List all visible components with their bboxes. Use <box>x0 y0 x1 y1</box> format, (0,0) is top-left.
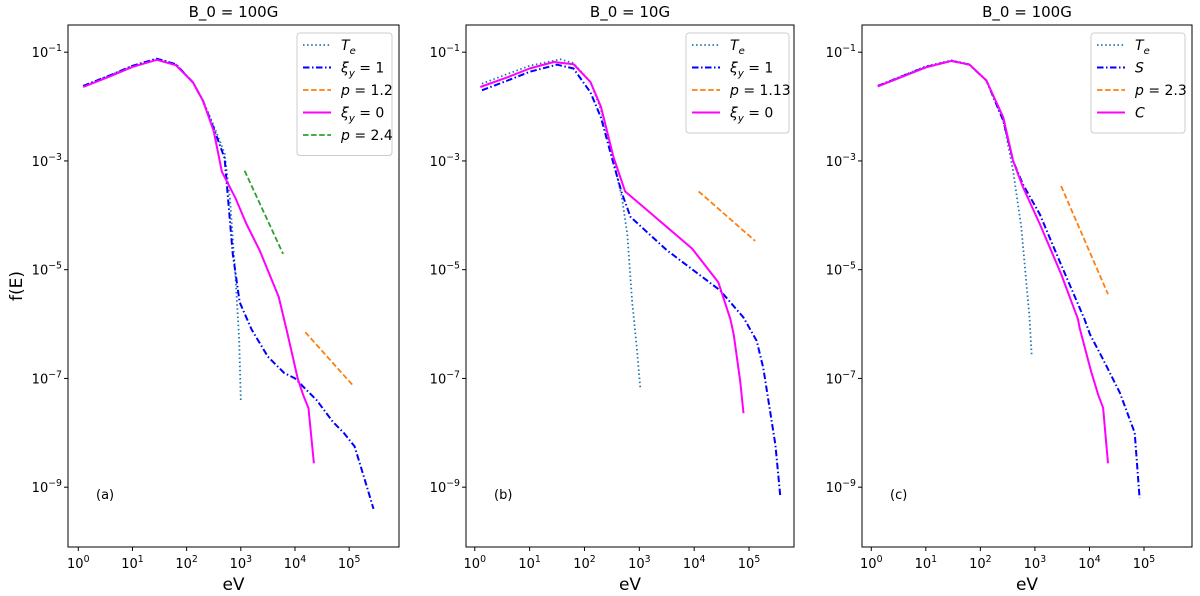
panel-label: (b) <box>494 488 512 503</box>
x-tick-label: 102 <box>969 554 992 572</box>
legend: Te ξy = 1 p = 1.13 ξy = 0 <box>685 32 791 134</box>
y-tick-label: 10−9 <box>430 478 460 496</box>
y-tick-label: 10−3 <box>826 152 856 170</box>
legend-label: p = 2.4 <box>340 128 393 144</box>
subplot-title: B_0 = 100G <box>189 3 279 22</box>
plot-area <box>479 58 782 497</box>
series-line-2 <box>304 331 354 387</box>
axes-frame <box>67 24 400 548</box>
x-tick-label: 100 <box>860 554 883 572</box>
x-tick-label: 105 <box>1133 554 1156 572</box>
series-line-2 <box>698 190 756 242</box>
x-tick-label: 100 <box>67 554 90 572</box>
series-line-1 <box>82 57 375 510</box>
y-tick-label: 10−1 <box>826 43 856 61</box>
subplot-c: B_0 = 100G 100 101 102 103 104 105 10−1 10−3 10−5… <box>826 3 1193 595</box>
x-tick-label: 102 <box>175 554 198 572</box>
legend: Te Sp = 2.3 C <box>1090 32 1187 134</box>
x-tick-label: 103 <box>628 554 651 572</box>
series-line-3 <box>877 59 1109 464</box>
legend-box <box>1090 32 1186 134</box>
series-line-1 <box>481 63 782 497</box>
y-tick-label: 10−1 <box>32 43 62 61</box>
x-tick-label: 103 <box>1024 554 1047 572</box>
series-line-0 <box>481 58 642 390</box>
x-tick-label: 103 <box>230 554 253 572</box>
subplot-title: B_0 = 10G <box>590 3 670 22</box>
plot-area <box>877 59 1141 499</box>
axes-frame <box>861 24 1193 548</box>
x-tick-label: 100 <box>464 554 487 572</box>
legend-label: C <box>1135 106 1145 122</box>
legend-label: Te <box>1135 38 1150 57</box>
x-tick-label: 105 <box>338 554 361 572</box>
legend-label: S <box>1135 61 1144 77</box>
legend-label: ξy = 0 <box>729 106 773 125</box>
x-tick-label: 101 <box>121 554 144 572</box>
y-tick-label: 10−7 <box>32 369 62 387</box>
y-tick-label: 10−5 <box>430 261 460 279</box>
y-tick-label: 10−5 <box>826 261 856 279</box>
x-axis-label: eV <box>1016 575 1038 595</box>
panel-label: (a) <box>96 488 114 503</box>
x-axis-label: eV <box>222 575 244 595</box>
legend-label: p = 1.2 <box>340 83 393 99</box>
y-axis-label: f(E) <box>7 271 27 301</box>
legend: Te ξy = 1 p = 1.2 ξy = 0 p = 2.4 <box>296 32 393 156</box>
x-tick-label: 101 <box>518 554 541 572</box>
series-line-4 <box>243 170 284 255</box>
legend-label: ξy = 1 <box>729 61 773 80</box>
series-line-0 <box>82 57 242 401</box>
y-tick-label: 10−7 <box>430 369 460 387</box>
series-line-0 <box>877 59 1033 355</box>
axes-frame <box>465 24 795 548</box>
y-tick-label: 10−3 <box>430 152 460 170</box>
y-tick-label: 10−1 <box>430 43 460 61</box>
legend-box <box>296 32 393 156</box>
legend-box <box>685 32 790 134</box>
x-tick-label: 102 <box>573 554 596 572</box>
legend-label: p = 1.13 <box>729 83 791 99</box>
legend-label: ξy = 1 <box>340 61 384 80</box>
legend-label: Te <box>730 38 745 57</box>
y-tick-label: 10−7 <box>826 369 856 387</box>
y-tick-label: 10−5 <box>32 261 62 279</box>
subplot-title: B_0 = 100G <box>982 3 1072 22</box>
series-line-3 <box>479 61 745 414</box>
panel-label: (c) <box>890 488 907 503</box>
x-tick-label: 104 <box>683 554 706 572</box>
plot-area <box>82 57 375 510</box>
y-tick-label: 10−9 <box>826 478 856 496</box>
legend-label: p = 2.3 <box>1134 83 1187 99</box>
x-tick-label: 105 <box>738 554 761 572</box>
x-tick-label: 104 <box>284 554 307 572</box>
legend-label: ξy = 0 <box>340 106 384 125</box>
y-tick-label: 10−9 <box>32 478 62 496</box>
x-tick-label: 101 <box>915 554 938 572</box>
y-tick-label: 10−3 <box>32 152 62 170</box>
subplot-b: B_0 = 10G 100 101 102 103 104 105 10−1 10−3 10−5 1… <box>430 3 795 595</box>
subplot-a: B_0 = 100G 100 101 102 103 104 105 10−1 10−3 10−5… <box>7 3 400 595</box>
legend-label: Te <box>341 38 356 57</box>
series-line-2 <box>1060 185 1109 295</box>
x-tick-label: 104 <box>1078 554 1101 572</box>
series-line-3 <box>82 58 315 464</box>
x-axis-label: eV <box>619 575 641 595</box>
